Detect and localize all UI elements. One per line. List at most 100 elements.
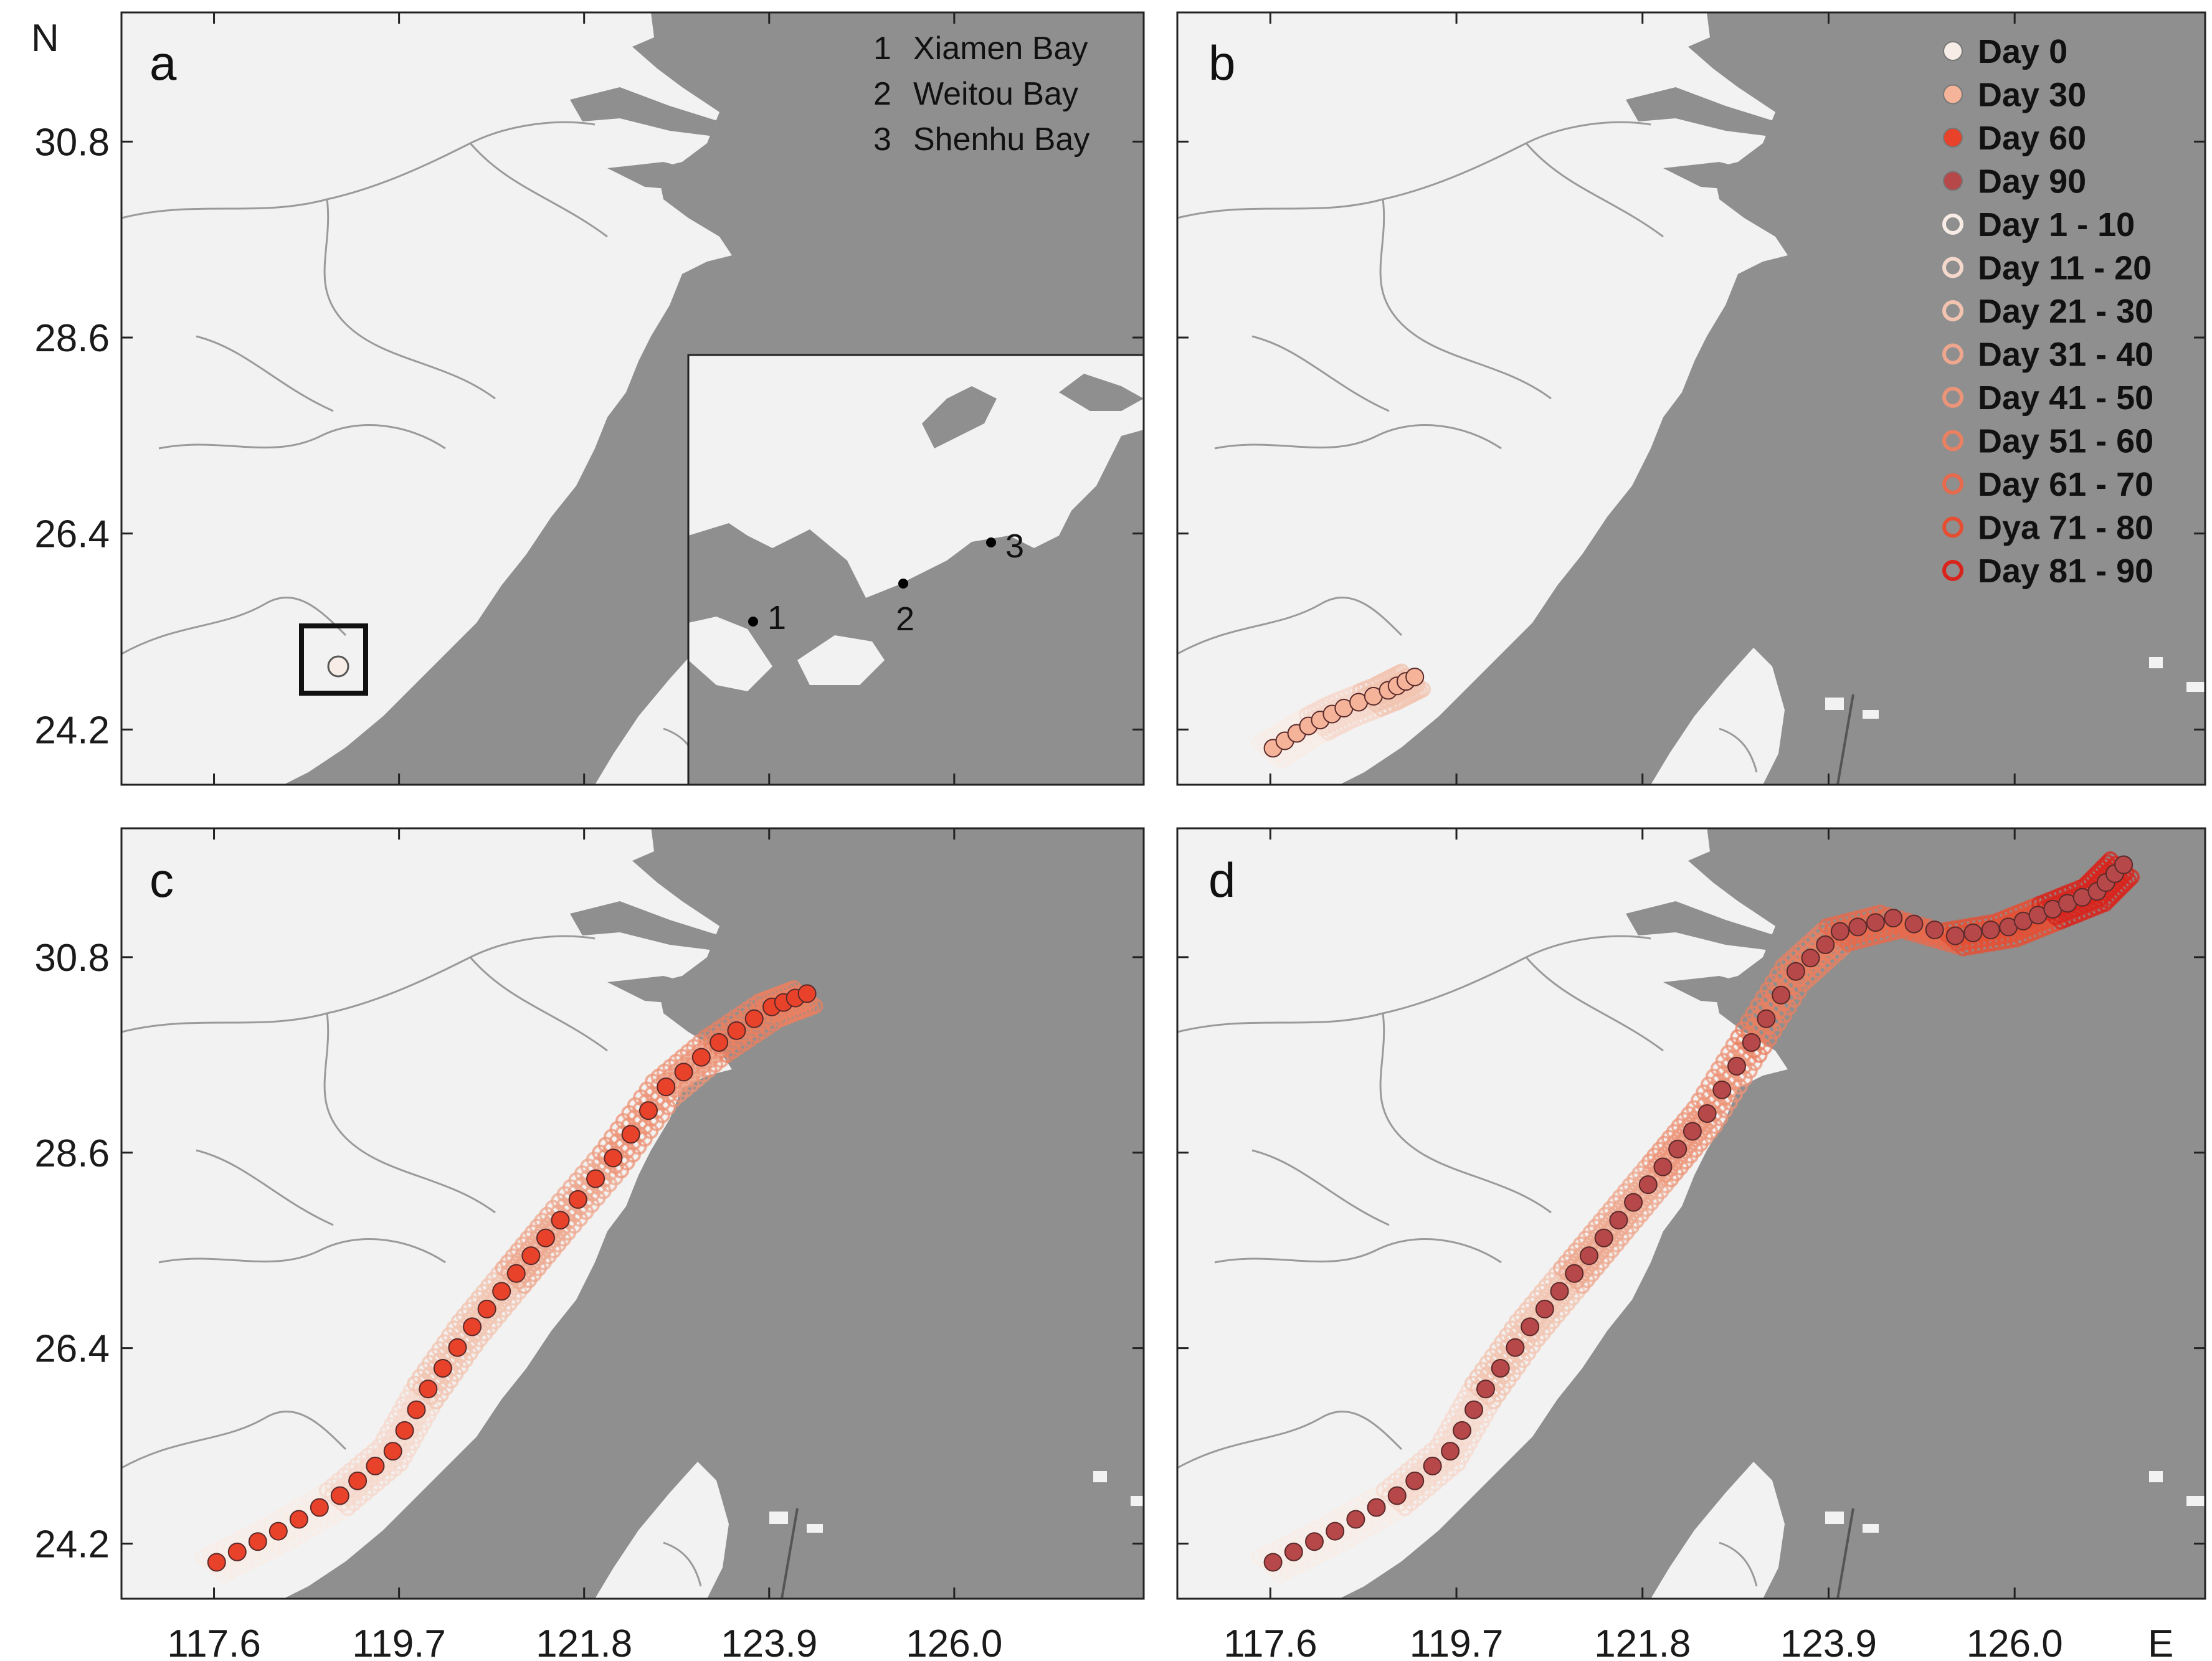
milestone-point	[1579, 1246, 1598, 1266]
axes: 117.6 119.7 121.8 123.9 126.0 117.6 119.7 121.8…	[34, 12, 2205, 1661]
x-tick-label: 123.9	[721, 1622, 817, 1661]
trajectory-point	[1776, 1007, 1793, 1024]
milestone-point	[419, 1379, 438, 1399]
panel-b: b Day 0 Day 30 Day 60 Day 90 Day 1 - 10 Day 1…	[1176, 11, 2206, 786]
bay-list-num-3: 3	[873, 121, 891, 158]
legend-marker	[1942, 214, 1963, 235]
milestone-point	[1565, 1264, 1584, 1283]
legend-marker	[1942, 300, 1963, 321]
bay-list: 1 Xiamen Bay 2 Weitou Bay 3 Shenhu Bay	[873, 31, 1089, 158]
y-tick-label: 28.6	[34, 1132, 110, 1175]
milestone-point	[727, 1021, 746, 1040]
milestone-point	[2114, 855, 2134, 874]
milestone-point	[1848, 917, 1868, 937]
trajectory-point	[1736, 1070, 1753, 1087]
milestone-point	[506, 1264, 526, 1283]
legend-marker	[1942, 257, 1963, 278]
milestone-point	[604, 1148, 623, 1168]
trajectory-point	[1717, 1102, 1734, 1119]
x-tick-label: 121.8	[1594, 1622, 1691, 1661]
milestone-point	[1476, 1379, 1495, 1399]
milestone-point	[207, 1553, 226, 1572]
milestone-point	[1925, 920, 1944, 940]
milestone-point	[248, 1532, 267, 1551]
milestone-point	[710, 1033, 729, 1052]
legend-label: Day 11 - 20	[1978, 250, 2152, 287]
x-tick-label: 121.8	[536, 1622, 632, 1661]
milestone-point	[1668, 1140, 1687, 1159]
milestone-point	[638, 1101, 658, 1120]
x-tick-label: 123.9	[1780, 1622, 1877, 1661]
milestone-point	[1981, 920, 2000, 940]
milestone-point	[1816, 935, 1835, 954]
legend-label: Day 90	[1978, 163, 2086, 201]
x-tick-label: 117.6	[1223, 1622, 1317, 1661]
x-tick-label: 126.0	[1967, 1622, 2063, 1661]
x-tick-label: 126.0	[906, 1622, 1002, 1661]
bay-list-num-1: 1	[873, 31, 891, 67]
panel-letter-a: a	[150, 35, 177, 90]
trajectory-point	[1780, 999, 1797, 1016]
milestone-point	[1491, 1358, 1510, 1378]
legend-marker	[1942, 430, 1963, 452]
milestone-point	[1326, 1521, 1345, 1541]
milestone-point	[674, 1062, 693, 1082]
legend-marker	[1942, 560, 1963, 581]
bay-label-3: 3	[1005, 528, 1024, 565]
milestone-point	[1506, 1338, 1525, 1357]
legend-label: Dya 71 - 80	[1978, 509, 2153, 547]
trajectory-point	[1731, 1078, 1748, 1095]
milestone-point	[289, 1510, 308, 1529]
milestone-point	[551, 1211, 570, 1230]
inset-map: 1 2 3	[687, 354, 1144, 785]
milestone-point	[1742, 1033, 1761, 1052]
milestone-point	[1772, 985, 1791, 1005]
x-unit-label: E	[2148, 1622, 2173, 1661]
milestone-point	[492, 1282, 511, 1301]
legend-marker	[1942, 343, 1963, 365]
legend-label: Day 81 - 90	[1978, 552, 2153, 590]
legend-label: Day 41 - 50	[1978, 379, 2153, 417]
milestone-point	[407, 1400, 426, 1419]
milestone-point	[1423, 1456, 1442, 1475]
panel-letter-d: d	[1208, 853, 1235, 907]
trajectory-point	[1751, 1046, 1768, 1063]
milestone-point	[1727, 1056, 1747, 1076]
milestone-point	[1786, 962, 1805, 981]
legend-marker	[1943, 41, 1963, 61]
legend-label: Day 51 - 60	[1978, 423, 2153, 460]
bay-list-name-1: Xiamen Bay	[913, 31, 1088, 67]
panel-letter-b: b	[1208, 35, 1235, 90]
legend-label: Day 21 - 30	[1978, 293, 2153, 330]
legend-marker	[1943, 171, 1963, 191]
trajectory-point	[2120, 872, 2137, 889]
y-tick-label: 30.8	[34, 937, 110, 980]
study-area-box	[299, 623, 368, 696]
legend-marker	[1943, 84, 1963, 105]
panel-a: 1 2 3 a 1 Xiamen Bay 2 Weitou Bay 3 Shen…	[120, 11, 1145, 786]
trajectory-d	[1251, 851, 2140, 1583]
milestone-point	[691, 1048, 711, 1067]
legend-label: Day 31 - 40	[1978, 336, 2153, 374]
milestone-point	[1638, 1175, 1658, 1195]
panel-c: c	[120, 827, 1145, 1600]
milestone-point	[463, 1317, 482, 1337]
release-site	[327, 655, 349, 678]
milestone-point	[521, 1246, 541, 1266]
x-tick-label: 119.7	[1410, 1622, 1504, 1661]
y-tick-label: 28.6	[34, 317, 110, 360]
legend-marker	[1942, 516, 1963, 538]
milestone-point	[1535, 1299, 1554, 1318]
legend-label: Day 30	[1978, 77, 2086, 114]
legend-label: Day 0	[1978, 33, 2067, 70]
milestone-point	[1963, 923, 1983, 942]
y-tick-label: 30.8	[34, 121, 110, 164]
milestone-point	[227, 1542, 247, 1561]
legend-label: Day 60	[1978, 120, 2086, 157]
milestone-point	[395, 1421, 414, 1440]
milestone-point	[1453, 1421, 1472, 1440]
y-tick-label: 24.2	[34, 1523, 110, 1566]
milestone-point	[1263, 1553, 1283, 1572]
legend-marker	[1943, 128, 1963, 148]
